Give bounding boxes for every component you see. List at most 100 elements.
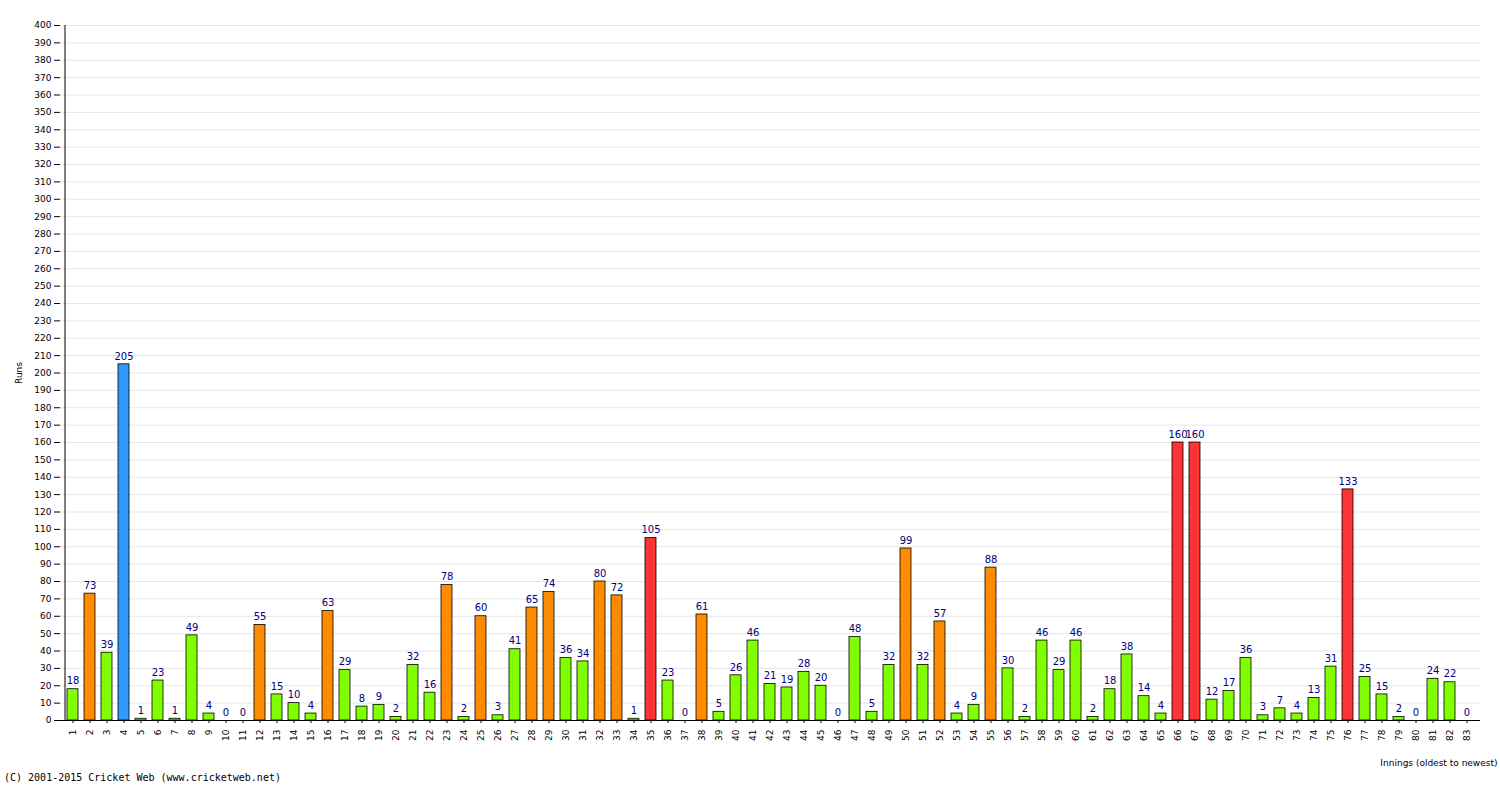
svg-text:350: 350 [34,107,51,117]
svg-text:81: 81 [1428,730,1438,741]
svg-text:39: 39 [101,639,114,650]
svg-text:360: 360 [34,90,51,100]
svg-text:60: 60 [475,602,488,613]
svg-text:26: 26 [493,729,503,741]
svg-text:25: 25 [476,730,486,741]
svg-text:Runs: Runs [14,362,24,384]
svg-text:210: 210 [34,351,51,361]
svg-text:47: 47 [850,730,860,741]
svg-text:23: 23 [442,730,452,741]
svg-text:55: 55 [254,611,267,622]
svg-text:71: 71 [1258,730,1268,741]
svg-text:120: 120 [34,507,51,517]
svg-text:380: 380 [34,55,51,65]
svg-text:40: 40 [731,729,741,741]
svg-text:88: 88 [985,554,998,565]
svg-text:310: 310 [34,177,51,187]
svg-text:48: 48 [849,623,862,634]
svg-text:180: 180 [34,403,51,413]
svg-text:60: 60 [40,611,52,621]
svg-text:190: 190 [34,385,51,395]
svg-text:4: 4 [954,700,960,711]
svg-text:5: 5 [716,698,722,709]
svg-text:74: 74 [1309,729,1319,741]
svg-text:55: 55 [986,730,996,741]
svg-text:27: 27 [510,730,520,741]
svg-text:33: 33 [612,730,622,741]
svg-text:160: 160 [1185,429,1204,440]
svg-text:24: 24 [1427,665,1440,676]
svg-text:44: 44 [799,729,809,741]
svg-text:30: 30 [561,729,571,741]
svg-text:50: 50 [901,729,911,741]
svg-text:12: 12 [255,730,265,741]
svg-text:280: 280 [34,229,51,239]
svg-text:1: 1 [138,705,144,716]
svg-text:230: 230 [34,316,51,326]
svg-text:15: 15 [306,730,316,741]
svg-text:14: 14 [289,729,299,741]
svg-text:48: 48 [867,729,877,741]
svg-text:22: 22 [425,730,435,741]
svg-text:0: 0 [835,707,841,718]
svg-text:58: 58 [1037,729,1047,741]
svg-text:20: 20 [40,681,52,691]
svg-text:4: 4 [206,700,212,711]
svg-text:0: 0 [46,715,52,725]
svg-text:0: 0 [682,707,688,718]
svg-text:4: 4 [308,700,314,711]
svg-text:240: 240 [34,298,51,308]
svg-text:79: 79 [1394,729,1404,741]
svg-text:34: 34 [629,729,639,741]
svg-text:57: 57 [1020,730,1030,741]
svg-text:2: 2 [85,730,95,736]
svg-text:77: 77 [1360,730,1370,741]
svg-text:20: 20 [391,729,401,741]
svg-text:2: 2 [393,703,399,714]
svg-text:30: 30 [1002,655,1015,666]
svg-text:37: 37 [680,730,690,741]
svg-text:370: 370 [34,73,51,83]
svg-text:200: 200 [34,368,51,378]
svg-text:5: 5 [136,730,146,736]
svg-text:330: 330 [34,142,51,152]
svg-text:16: 16 [424,679,437,690]
svg-text:29: 29 [544,729,554,741]
svg-text:42: 42 [765,730,775,741]
svg-text:290: 290 [34,212,51,222]
svg-text:36: 36 [1240,644,1253,655]
svg-text:390: 390 [34,38,51,48]
svg-text:4: 4 [1294,700,1300,711]
svg-text:26: 26 [730,662,743,673]
svg-text:19: 19 [781,674,794,685]
svg-text:3: 3 [1260,701,1266,712]
svg-text:36: 36 [663,729,673,741]
svg-text:8: 8 [187,729,197,735]
svg-text:4: 4 [119,729,129,735]
svg-text:76: 76 [1343,729,1353,741]
svg-text:41: 41 [748,730,758,741]
svg-text:14: 14 [1138,682,1151,693]
svg-text:52: 52 [935,730,945,741]
svg-text:9: 9 [376,691,382,702]
svg-text:10: 10 [288,689,301,700]
svg-text:9: 9 [204,729,214,735]
svg-text:74: 74 [543,578,556,589]
svg-text:28: 28 [527,729,537,741]
svg-text:2: 2 [1022,703,1028,714]
svg-text:400: 400 [34,20,51,30]
svg-text:4: 4 [1158,700,1164,711]
svg-text:23: 23 [152,667,165,678]
svg-text:220: 220 [34,333,51,343]
svg-text:70: 70 [1241,729,1251,741]
svg-text:15: 15 [271,681,284,692]
svg-text:46: 46 [833,729,843,741]
svg-text:2: 2 [1090,703,1096,714]
svg-text:5: 5 [869,698,875,709]
svg-text:30: 30 [40,663,52,673]
svg-text:80: 80 [594,568,607,579]
svg-text:32: 32 [595,730,605,741]
svg-text:130: 130 [34,490,51,500]
svg-text:32: 32 [917,651,930,662]
svg-text:75: 75 [1326,730,1336,741]
